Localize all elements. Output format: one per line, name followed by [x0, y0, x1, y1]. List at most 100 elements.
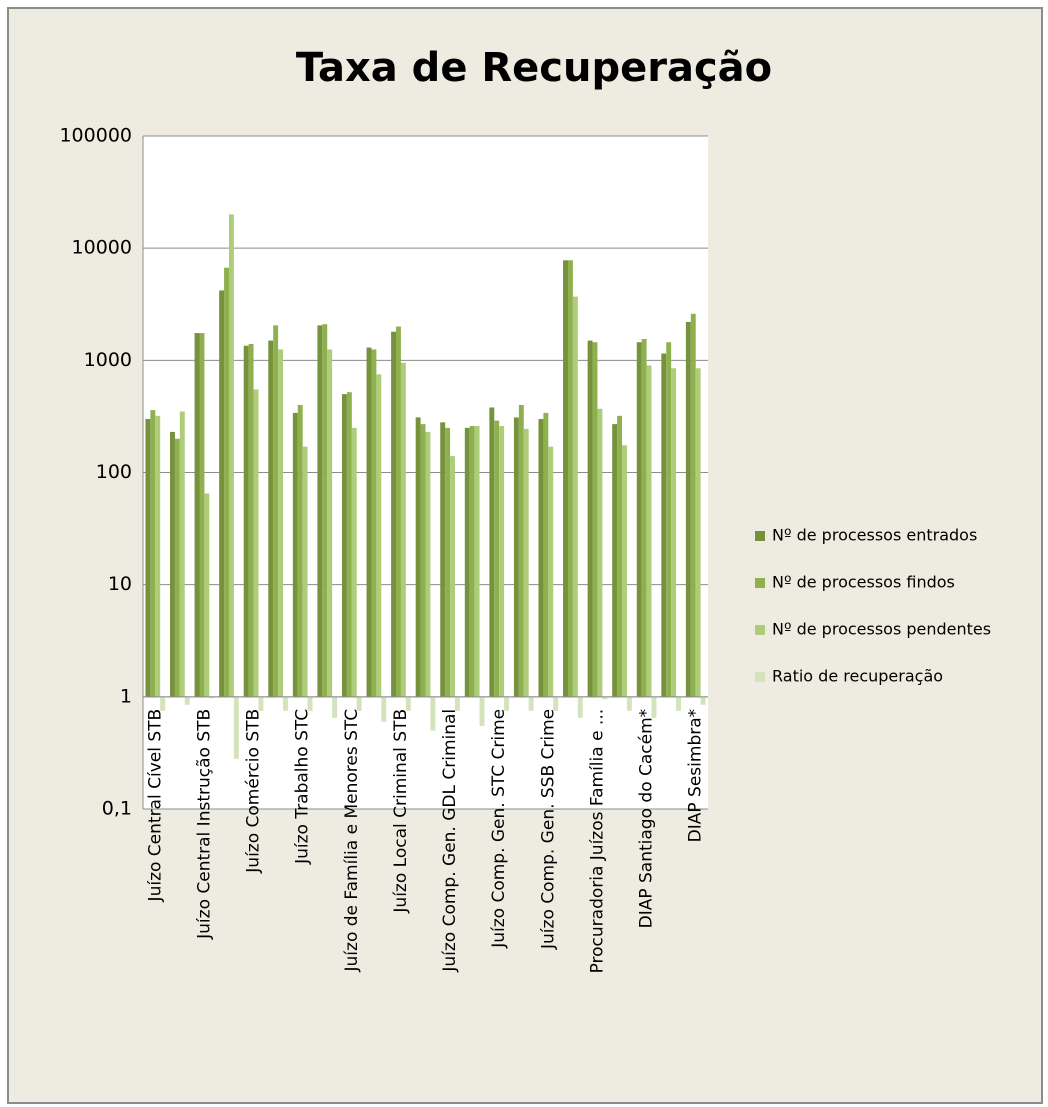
- bar: [641, 338, 647, 697]
- bar: [199, 333, 205, 697]
- legend-swatch: [755, 672, 765, 682]
- bar: [317, 325, 323, 697]
- bar: [489, 407, 495, 697]
- bar: [273, 325, 279, 697]
- bar: [504, 696, 510, 711]
- bar: [518, 404, 524, 697]
- bar: [391, 331, 397, 697]
- bar: [155, 415, 161, 697]
- bar: [597, 408, 603, 697]
- bar: [671, 368, 677, 697]
- bar: [224, 267, 229, 697]
- bar: [307, 696, 313, 711]
- bar: [400, 362, 406, 697]
- bar: [499, 425, 505, 697]
- bar: [445, 427, 451, 697]
- bar: [676, 696, 681, 711]
- bar: [302, 446, 308, 697]
- bar: [184, 696, 190, 705]
- bar: [297, 404, 303, 697]
- bar: [341, 394, 347, 697]
- x-tick-label: Juízo Comp. Gen. GDL Criminal: [440, 709, 460, 973]
- bar: [523, 428, 529, 697]
- bar: [626, 696, 632, 711]
- bar: [228, 214, 234, 697]
- bar: [356, 696, 362, 711]
- bar: [351, 427, 357, 697]
- bar: [464, 427, 470, 697]
- bar: [479, 696, 485, 726]
- bar: [548, 446, 554, 697]
- bar: [553, 696, 559, 711]
- x-tick-label: Juízo Local Criminal STB: [391, 709, 411, 914]
- bar: [567, 260, 573, 697]
- bar: [587, 340, 593, 697]
- bar: [543, 412, 549, 697]
- bar: [253, 389, 259, 697]
- bar: [194, 333, 200, 697]
- bar: [292, 412, 298, 697]
- bar: [622, 445, 627, 697]
- bar: [617, 415, 623, 697]
- bar: [248, 343, 254, 697]
- bar: [243, 345, 249, 697]
- bar: [371, 349, 377, 697]
- bar: [592, 342, 598, 697]
- bar: [700, 696, 706, 705]
- bar: [450, 456, 455, 697]
- bar: [695, 368, 701, 697]
- x-tick-label: Juízo Comp. Gen. STC Crime: [489, 709, 509, 949]
- bar: [268, 340, 274, 697]
- legend-label: Nº de processos entrados: [772, 526, 977, 545]
- bar: [346, 392, 352, 697]
- bar: [327, 349, 333, 697]
- bar: [415, 417, 421, 697]
- legend-label: Nº de processos findos: [772, 573, 955, 592]
- bar: [150, 410, 156, 697]
- bar: [405, 696, 411, 711]
- x-tick-label: Juízo Comp. Gen. SSB Crime: [538, 709, 558, 950]
- legend-label: Nº de processos pendentes: [772, 620, 991, 639]
- bar: [602, 696, 608, 700]
- bar: [636, 342, 642, 697]
- x-tick-label: DIAP Sesimbra*: [686, 709, 706, 842]
- bar: [661, 353, 667, 697]
- bar: [376, 374, 382, 697]
- bar: [322, 324, 328, 697]
- bar: [219, 290, 225, 697]
- bar: [174, 438, 180, 697]
- bar: [332, 696, 338, 718]
- bar: [381, 696, 387, 722]
- bar: [145, 418, 151, 697]
- y-tick-label: 1: [120, 685, 132, 707]
- bar: [233, 696, 239, 759]
- bar: [420, 424, 426, 697]
- x-tick-label: Juízo Trabalho STC: [293, 709, 313, 865]
- bar: [666, 342, 672, 697]
- legend-label: Ratio de recuperação: [772, 667, 943, 686]
- bar: [160, 696, 166, 711]
- y-tick-label: 100000: [59, 125, 132, 147]
- y-tick-label: 1000: [84, 349, 132, 371]
- x-tick-label: Procuradoria Juízos Família e ...: [587, 709, 607, 974]
- x-tick-label: Juízo Central Cível STB: [145, 709, 165, 903]
- bar: [572, 296, 578, 697]
- bar: [528, 696, 534, 711]
- bar: [425, 431, 431, 697]
- legend-swatch: [755, 578, 765, 588]
- x-tick-label: DIAP Santiago do Cacém*: [637, 709, 657, 929]
- bar: [170, 431, 175, 697]
- bar: [513, 417, 519, 697]
- x-tick-label: Juízo Central Instrução STB: [194, 709, 214, 940]
- bar: [690, 313, 696, 697]
- bar: [179, 411, 185, 697]
- bar: [204, 493, 210, 697]
- bar: [430, 696, 436, 731]
- bar: [396, 326, 401, 697]
- bar: [612, 424, 618, 697]
- bar: [494, 420, 500, 697]
- y-tick-label: 10: [108, 573, 132, 595]
- y-tick-label: 0,1: [102, 798, 132, 820]
- x-tick-label: Juízo Comércio STB: [244, 709, 264, 874]
